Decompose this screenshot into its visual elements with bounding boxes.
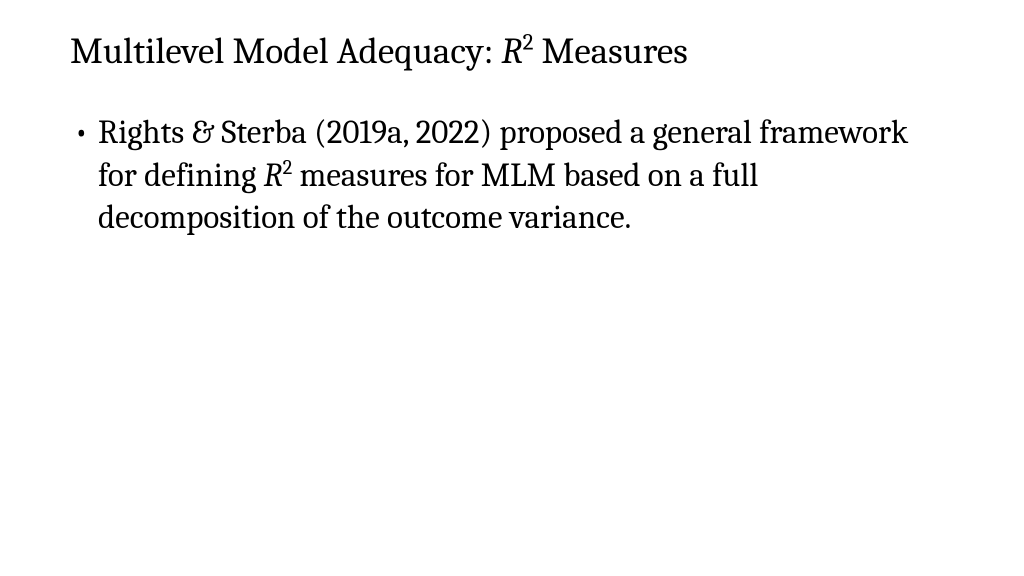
bullet-list: Rights & Sterba (2019a, 2022) proposed a… [70, 112, 954, 239]
slide: Multilevel Model Adequacy: R2 Measures R… [0, 0, 1024, 576]
bullet-superscript: 2 [283, 157, 293, 180]
bullet-item: Rights & Sterba (2019a, 2022) proposed a… [92, 112, 954, 239]
bullet-variable: R [264, 157, 283, 195]
title-prefix: Multilevel Model Adequacy: [70, 31, 501, 73]
title-superscript: 2 [523, 29, 534, 56]
title-variable: R [501, 31, 522, 73]
slide-title: Multilevel Model Adequacy: R2 Measures [70, 30, 954, 74]
title-suffix: Measures [533, 31, 687, 73]
